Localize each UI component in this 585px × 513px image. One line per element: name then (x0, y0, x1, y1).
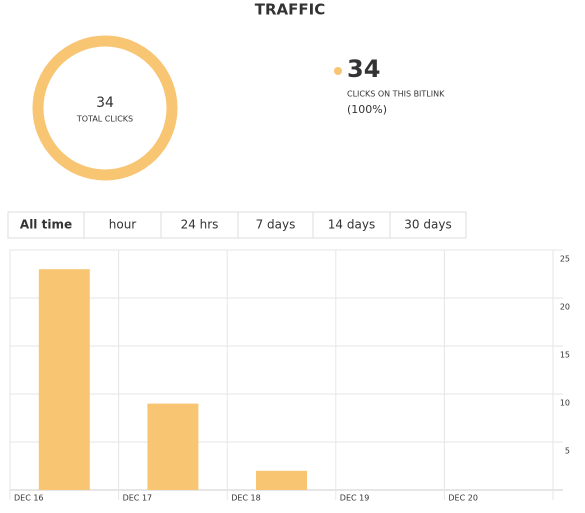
legend-dot (334, 67, 342, 75)
legend-percent: (100%) (347, 103, 387, 116)
legend-label: CLICKS ON THIS BITLINK (347, 90, 445, 99)
tab-label[interactable]: All time (20, 218, 72, 232)
bar (256, 470, 307, 490)
bar (38, 269, 90, 490)
legend-value: 34 (347, 55, 380, 83)
tab-label[interactable]: hour (109, 218, 137, 232)
x-tick-label: DEC 20 (448, 494, 478, 503)
tab-label[interactable]: 14 days (328, 218, 375, 232)
title: TRAFFIC (255, 1, 325, 19)
tab[interactable] (7, 211, 85, 239)
donut-ring (32, 35, 178, 181)
x-tick-label: DEC 19 (340, 494, 370, 503)
x-tick-label: DEC 17 (123, 494, 153, 503)
y-tick-label: 15 (560, 351, 570, 360)
y-tick-label: 10 (560, 399, 570, 408)
x-tick-label: DEC 18 (231, 494, 261, 503)
y-tick-label: 25 (560, 255, 570, 264)
y-tick-label: 20 (560, 303, 570, 312)
bar (147, 403, 199, 490)
tab[interactable] (389, 211, 467, 239)
tab-label[interactable]: 7 days (256, 218, 296, 232)
tab[interactable] (237, 211, 314, 239)
y-tick-label: 5 (565, 447, 570, 456)
tab-label[interactable]: 24 hrs (181, 218, 219, 232)
donut-label: TOTAL CLICKS (76, 115, 133, 124)
donut-total: 34 (96, 95, 114, 111)
tab-label[interactable]: 30 days (404, 218, 451, 232)
x-tick-label: DEC 16 (14, 494, 44, 503)
